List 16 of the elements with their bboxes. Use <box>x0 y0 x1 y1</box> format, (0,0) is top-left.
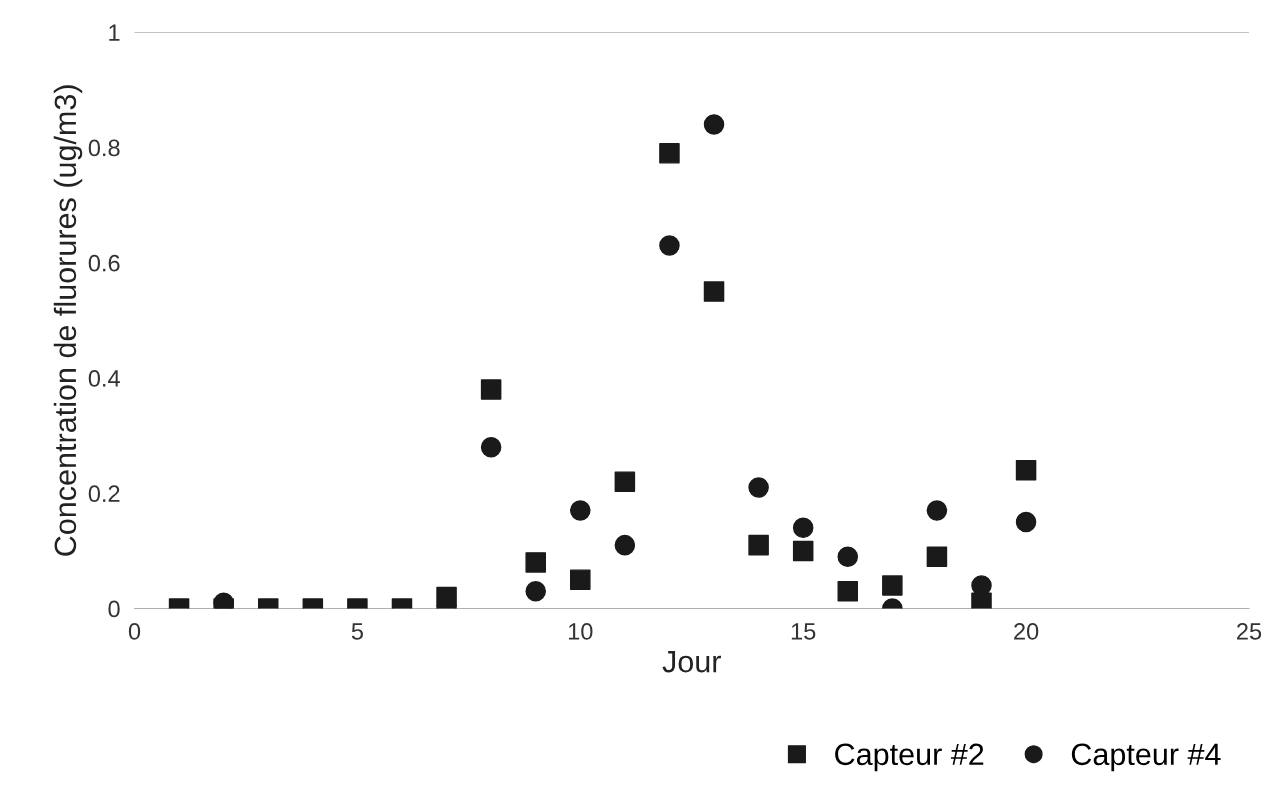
x-tick-label: 0 <box>128 623 141 640</box>
x-tick-label: 5 <box>351 623 363 640</box>
x-axis-title: Jour <box>662 651 721 673</box>
y-tick-label: 0.4 <box>88 370 120 387</box>
y-tick-label: 0.6 <box>88 254 120 272</box>
y-tick-label: 0.2 <box>88 485 120 503</box>
legend-label: Capteur #4 <box>1071 743 1221 772</box>
x-tick-label: 10 <box>568 623 593 640</box>
x-tick-label: 25 <box>1237 623 1262 640</box>
y-tick-label: 1 <box>109 24 120 41</box>
x-tick-label: 20 <box>1014 623 1039 640</box>
x-tick-label: 15 <box>791 623 816 640</box>
y-axis-title: Concentration de fluorures (ug/m3) <box>53 85 83 556</box>
y-tick-label: 0.8 <box>88 139 120 157</box>
legend-label: Capteur #2 <box>835 743 984 772</box>
y-tick-label: 0 <box>108 600 120 618</box>
